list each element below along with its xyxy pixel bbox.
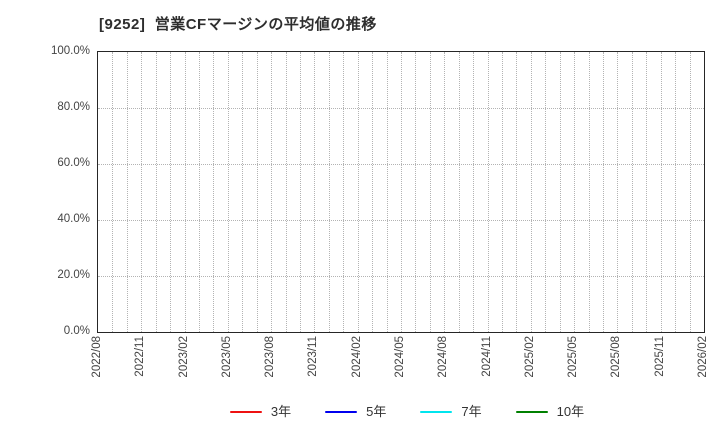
legend-label: 7年 — [461, 404, 482, 419]
v-gridline — [675, 52, 677, 332]
v-gridline — [530, 52, 532, 332]
v-gridline — [444, 52, 446, 332]
v-gridline — [386, 52, 388, 332]
v-gridline — [170, 52, 172, 332]
v-gridline — [574, 52, 576, 332]
legend-item: 5年 — [325, 404, 386, 420]
legend-label: 3年 — [270, 404, 292, 419]
v-gridline — [588, 52, 590, 332]
v-gridline — [213, 52, 215, 332]
v-gridline — [516, 52, 518, 332]
v-gridline — [256, 52, 258, 332]
y-tick-label: 40.0% — [57, 213, 90, 225]
v-gridline — [473, 52, 475, 332]
v-gridline — [559, 52, 561, 332]
legend-item: 7年 — [420, 404, 482, 420]
v-gridline — [126, 52, 128, 332]
v-gridline — [285, 52, 287, 332]
x-tick-label: 2022/11 — [134, 336, 147, 377]
v-gridline — [401, 52, 402, 332]
legend-item: 3年 — [229, 404, 292, 420]
v-gridline — [271, 52, 273, 332]
x-tick-label: 2024/05 — [394, 336, 406, 378]
v-gridline — [328, 52, 330, 332]
x-tick-label: 2025/11 — [653, 336, 666, 377]
x-tick-label: 2023/05 — [220, 336, 233, 378]
v-gridline — [227, 52, 229, 332]
h-gridline — [98, 220, 704, 221]
v-gridline — [199, 52, 200, 332]
h-gridline — [98, 108, 704, 109]
h-gridline — [98, 164, 704, 165]
v-gridline — [372, 52, 374, 332]
v-gridline — [617, 52, 619, 332]
v-gridline — [458, 52, 460, 332]
x-tick-label: 2023/02 — [177, 336, 190, 378]
v-gridline — [155, 52, 157, 332]
v-gridline — [112, 52, 114, 332]
v-gridline — [631, 52, 633, 332]
v-gridline — [184, 52, 186, 332]
x-tick-label: 2024/08 — [437, 336, 450, 378]
y-tick-label: 0.0% — [63, 325, 90, 337]
v-gridline — [603, 52, 604, 332]
v-gridline — [689, 52, 691, 332]
x-tick-label: 2024/02 — [350, 336, 363, 378]
legend-key-line — [515, 410, 548, 414]
v-gridline — [314, 52, 316, 332]
x-tick-label: 2023/08 — [264, 336, 277, 378]
v-gridline — [429, 52, 431, 332]
x-tick-label: 2025/05 — [567, 336, 580, 378]
x-tick-label: 2024/11 — [480, 336, 493, 377]
x-tick-label: 2023/11 — [307, 336, 320, 377]
v-gridline — [141, 52, 143, 332]
legend: 3年 5年 7年 10年 — [97, 403, 717, 421]
v-gridline — [415, 52, 417, 332]
v-gridline — [357, 52, 359, 332]
legend-key-line — [325, 410, 358, 414]
v-gridline — [343, 52, 345, 332]
x-tick-label: 2022/08 — [91, 336, 103, 378]
y-tick-label: 20.0% — [57, 269, 90, 281]
v-gridline — [300, 52, 301, 332]
x-tick-label: 2025/08 — [610, 336, 623, 378]
y-tick-label: 60.0% — [57, 157, 90, 169]
v-gridline — [660, 52, 662, 332]
v-gridline — [646, 52, 648, 332]
h-gridline — [98, 276, 704, 277]
x-tick-label: 2025/02 — [523, 336, 536, 378]
y-tick-label: 80.0% — [57, 101, 90, 113]
legend-label: 5年 — [366, 404, 387, 419]
legend-label: 10年 — [556, 404, 585, 419]
plot-area — [97, 51, 705, 333]
v-gridline — [502, 52, 503, 332]
legend-item: 10年 — [515, 404, 585, 420]
v-gridline — [545, 52, 547, 332]
chart-title: [9252] 営業CFマージンの平均値の推移 — [99, 16, 377, 33]
v-gridline — [487, 52, 489, 332]
v-gridline — [242, 52, 244, 332]
x-tick-label: 2026/02 — [697, 336, 709, 378]
legend-key-line — [420, 410, 453, 414]
y-tick-label: 100.0% — [50, 45, 90, 57]
legend-key-line — [229, 410, 262, 414]
